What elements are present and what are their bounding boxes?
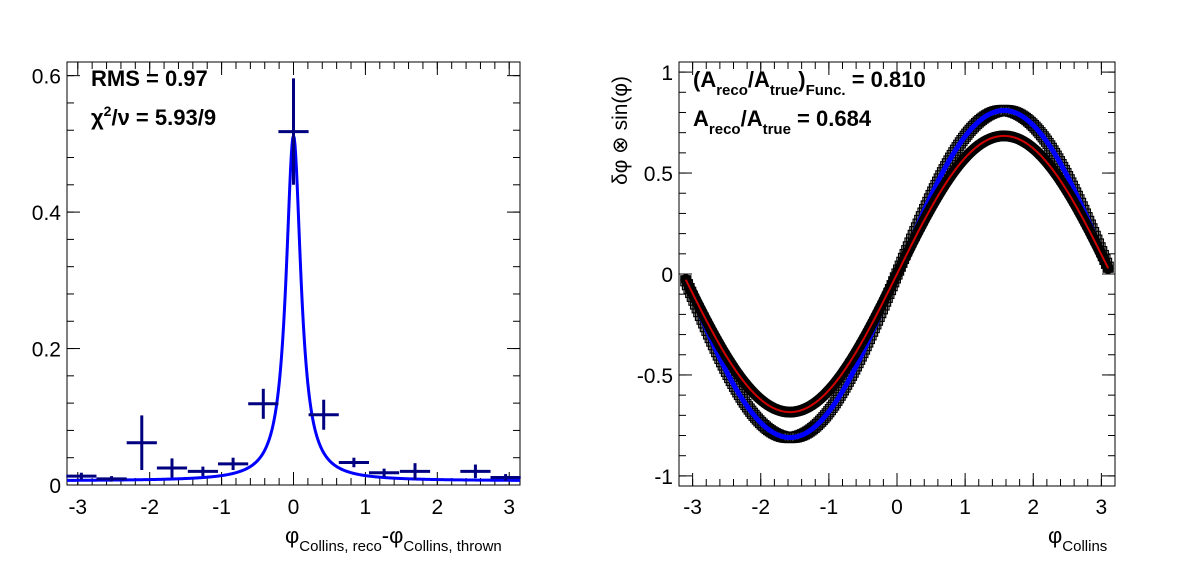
right-x-tick-label: 1 [959, 496, 971, 519]
right-tick-labels: -3 -2 -1 0 1 2 3 -1 -0.5 0 0.5 1 [637, 62, 1107, 519]
left-data-points [66, 78, 521, 482]
left-data-point [187, 466, 218, 477]
right-x-tick-label: 0 [891, 496, 903, 519]
left-x-tick-label: -2 [140, 496, 159, 519]
left-y-tick-label: 0.2 [32, 339, 61, 362]
right-y-tick-label: 0.5 [644, 163, 673, 186]
left-y-tick-label: 0.4 [32, 202, 62, 225]
rms-annotation: RMS = 0.97 [91, 66, 208, 91]
right-ticks [679, 62, 1115, 486]
right-x-tick-label: -1 [820, 496, 839, 519]
left-data-point [126, 415, 157, 470]
right-x-tick-label: 2 [1027, 496, 1039, 519]
right-curves [680, 104, 1114, 444]
ratio-annotation: Areco/Atrue = 0.684 [693, 106, 872, 138]
right-panel: -3 -2 -1 0 1 2 3 -1 -0.5 0 0.5 1 (Areco/Atrue)Func.… [609, 61, 1116, 555]
left-x-tick-label: -1 [212, 496, 231, 519]
right-x-tick-label: 3 [1096, 496, 1108, 519]
left-data-point [308, 399, 339, 430]
series-red-line [684, 134, 1110, 414]
left-x-axis-label: φCollins, reco-φCollins, thrown [285, 523, 502, 555]
left-data-point [156, 458, 188, 478]
right-x-tick-label: -3 [683, 496, 702, 519]
left-data-point [96, 476, 127, 482]
left-data-point [218, 457, 249, 470]
left-data-point [490, 474, 521, 481]
left-fit-curve [67, 130, 520, 482]
right-y-axis-label: δφ ⊗ sin(φ) [609, 76, 632, 185]
left-tick-labels: -3 -2 -1 0 1 2 3 0 0.2 0.4 0.6 [32, 66, 515, 519]
right-y-tick-label: 0 [661, 264, 673, 287]
left-x-tick-label: 3 [503, 496, 515, 519]
chi2-annotation: χ2/ν = 5.93/9 [91, 103, 216, 130]
left-data-point [399, 463, 431, 480]
left-x-tick-label: 0 [288, 496, 300, 519]
left-x-tick-label: 2 [431, 496, 443, 519]
left-y-tick-label: 0 [49, 475, 61, 498]
left-panel: -3 -2 -1 0 1 2 3 0 0.2 0.4 0.6 RMS = 0.97 χ2/ν = 5… [32, 61, 521, 555]
left-x-tick-label: -3 [68, 496, 87, 519]
right-x-tick-label: -2 [751, 496, 770, 519]
ratio-func-annotation: (Areco/Atrue)Func. = 0.810 [693, 67, 926, 99]
left-y-tick-label: 0.6 [32, 66, 61, 89]
left-data-point [66, 472, 97, 480]
right-x-axis-label: φCollins [1048, 523, 1107, 555]
left-data-point [369, 468, 400, 477]
right-y-tick-label: -0.5 [637, 365, 673, 388]
left-x-tick-label: 1 [360, 496, 372, 519]
right-y-tick-label: 1 [661, 62, 673, 85]
left-data-point [338, 457, 369, 468]
left-data-point [248, 388, 279, 419]
right-y-tick-label: -1 [654, 466, 673, 489]
left-data-point [278, 78, 309, 185]
left-data-point [460, 464, 491, 479]
